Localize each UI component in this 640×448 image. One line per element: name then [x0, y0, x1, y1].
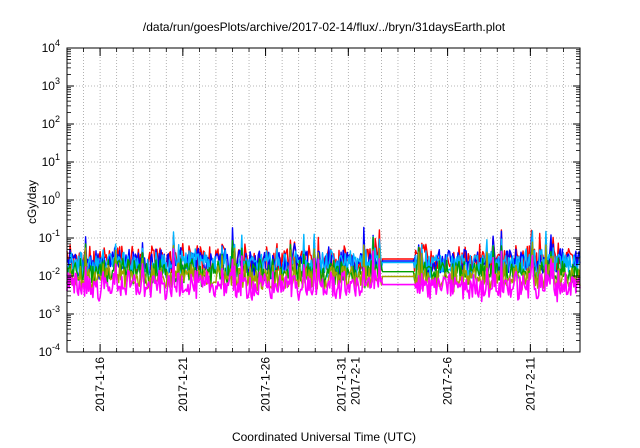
- x-axis-label: Coordinated Universal Time (UTC): [232, 430, 416, 444]
- plot-frame: [66, 47, 581, 353]
- x-tick-label: 2017-1-31: [334, 357, 348, 412]
- x-tick-label: 2017-1-26: [259, 357, 273, 412]
- ticks: [66, 47, 581, 353]
- series-layer: [66, 226, 581, 303]
- y-tick-label: 100: [42, 190, 60, 207]
- y-tick-labels: 10-4 10-3 10-2 10-1 100 101 102 103 104: [39, 38, 60, 359]
- series-line: [66, 248, 581, 303]
- chart-title: /data/run/goesPlots/archive/2017-02-14/f…: [143, 20, 506, 34]
- x-tick-label: 2017-2-11: [523, 357, 537, 411]
- x-tick-label: 2017-1-21: [176, 357, 190, 412]
- grid: [67, 48, 580, 352]
- y-axis-label: cGy/day: [25, 180, 39, 224]
- y-tick-label: 10-2: [39, 266, 60, 283]
- y-tick-label: 10-4: [39, 342, 60, 359]
- y-tick-label: 10-3: [39, 304, 60, 321]
- y-tick-label: 104: [42, 38, 60, 55]
- y-tick-label: 102: [42, 114, 60, 131]
- x-tick-label: 2017-1-16: [93, 357, 107, 412]
- x-tick-label: 2017-2-1: [348, 357, 362, 405]
- x-tick-labels: 2017-1-16 2017-1-21 2017-1-26 2017-1-31 2017…: [93, 357, 537, 412]
- y-tick-label: 10-1: [39, 228, 60, 245]
- y-tick-label: 101: [42, 152, 60, 169]
- x-tick-label: 2017-2-6: [441, 357, 455, 405]
- y-tick-label: 103: [42, 76, 60, 93]
